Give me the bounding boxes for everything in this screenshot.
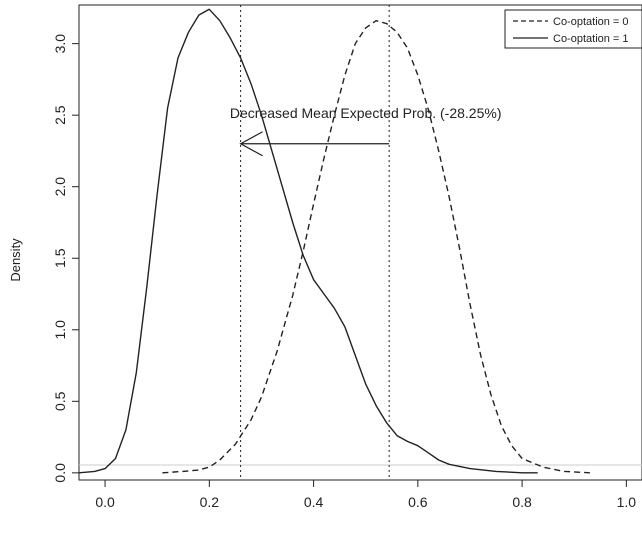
- y-axis: 0.0 0.5 1.0 1.5 2.0 2.5 3.0: [52, 34, 79, 483]
- x-tick-label: 0.6: [408, 494, 428, 510]
- legend-label-cooptation-1: Co-optation = 1: [553, 33, 629, 45]
- x-axis: 0.0 0.2 0.4 0.6 0.8 1.0: [95, 480, 636, 510]
- mean-shift-arrow: [241, 132, 390, 156]
- x-tick-label: 1.0: [617, 494, 637, 510]
- legend: Co-optation = 0 Co-optation = 1: [505, 10, 642, 48]
- x-tick-label: 0.0: [95, 494, 115, 510]
- annotation-text: Decreased Mean Expected Prob. (-28.25%): [230, 105, 502, 121]
- plot-border: [79, 5, 642, 480]
- y-tick-label: 3.0: [52, 34, 68, 54]
- x-tick-label: 0.2: [200, 494, 220, 510]
- y-tick-label: 1.0: [52, 320, 68, 340]
- y-tick-label: 2.0: [52, 177, 68, 197]
- y-axis-label: Density: [8, 238, 23, 282]
- y-tick-label: 0.5: [52, 391, 68, 411]
- series-lines: [79, 9, 590, 473]
- y-tick-label: 1.5: [52, 248, 68, 268]
- y-tick-label: 0.0: [52, 463, 68, 483]
- legend-label-cooptation-0: Co-optation = 0: [553, 16, 629, 28]
- density-line-cooptation-1: [79, 9, 538, 473]
- x-tick-label: 0.4: [304, 494, 324, 510]
- vertical-reference-lines: [241, 5, 390, 480]
- x-tick-label: 0.8: [512, 494, 532, 510]
- y-tick-label: 2.5: [52, 105, 68, 125]
